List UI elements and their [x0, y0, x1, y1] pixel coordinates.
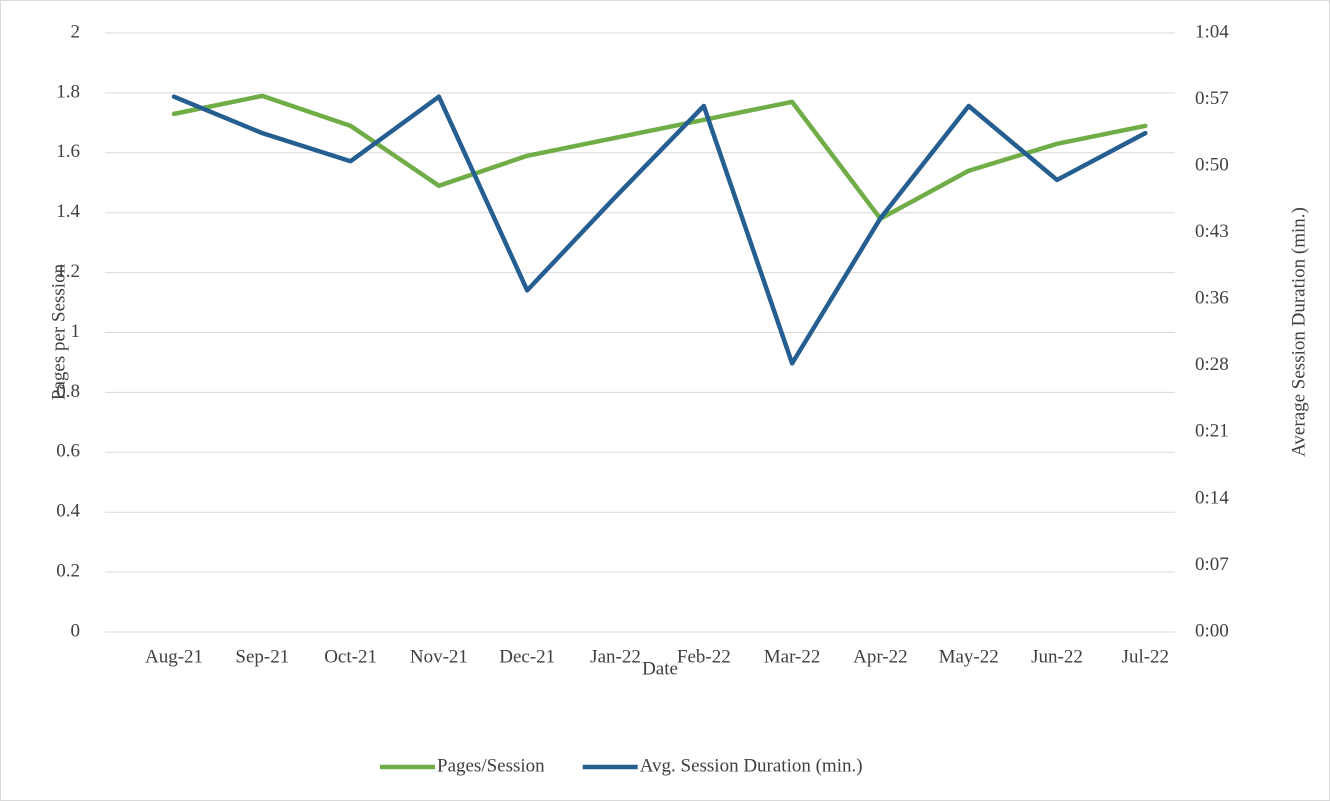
- y-axis-label: Pages per Session: [48, 263, 69, 400]
- y-tick-label: 1.6: [56, 141, 80, 162]
- x-tick-label: May-22: [939, 646, 999, 667]
- legend-label: Pages/Session: [437, 755, 545, 776]
- x-axis-label: Date: [642, 658, 678, 679]
- x-tick-label: Oct-21: [324, 646, 377, 667]
- y-tick-label: 0.4: [56, 501, 80, 522]
- y-tick-label: 1.8: [56, 81, 80, 102]
- x-tick-label: Mar-22: [764, 646, 821, 667]
- y2-tick-label: 0:21: [1195, 421, 1229, 442]
- x-tick-label: Jul-22: [1122, 646, 1170, 667]
- y2-tick-label: 0:57: [1195, 88, 1229, 109]
- legend-label: Avg. Session Duration (min.): [640, 755, 863, 776]
- y2-tick-label: 0:36: [1195, 288, 1229, 309]
- x-tick-label: Feb-22: [677, 646, 731, 667]
- x-tick-label: Aug-21: [145, 646, 203, 667]
- y2-tick-label: 0:14: [1195, 487, 1229, 508]
- y-tick-label: 2: [71, 21, 81, 42]
- y-tick-label: 0.8: [56, 381, 80, 402]
- x-tick-label: Nov-21: [410, 646, 468, 667]
- x-tick-label: Sep-21: [235, 646, 289, 667]
- y2-tick-label: 0:00: [1195, 620, 1229, 641]
- y-tick-label: 1.2: [56, 261, 80, 282]
- y2-tick-label: 0:07: [1195, 554, 1229, 575]
- y-tick-label: 0.2: [56, 560, 80, 581]
- y2-tick-label: 1:04: [1195, 21, 1229, 42]
- series-line: [171, 94, 1148, 366]
- y-tick-label: 1: [71, 321, 81, 342]
- x-tick-label: Jun-22: [1031, 646, 1083, 667]
- y-tick-label: 1.4: [56, 201, 80, 222]
- x-tick-label: Dec-21: [499, 646, 555, 667]
- x-tick-label: Jan-22: [590, 646, 641, 667]
- y2-tick-label: 0:28: [1195, 354, 1229, 375]
- x-tick-label: Apr-22: [853, 646, 908, 667]
- y2-tick-label: 0:50: [1195, 154, 1229, 175]
- y2-tick-label: 0:43: [1195, 221, 1229, 242]
- y-tick-label: 0: [71, 620, 81, 641]
- series-line: [171, 93, 1148, 221]
- y-tick-label: 0.6: [56, 441, 80, 462]
- y2-axis-label: Average Session Duration (min.): [1288, 207, 1309, 457]
